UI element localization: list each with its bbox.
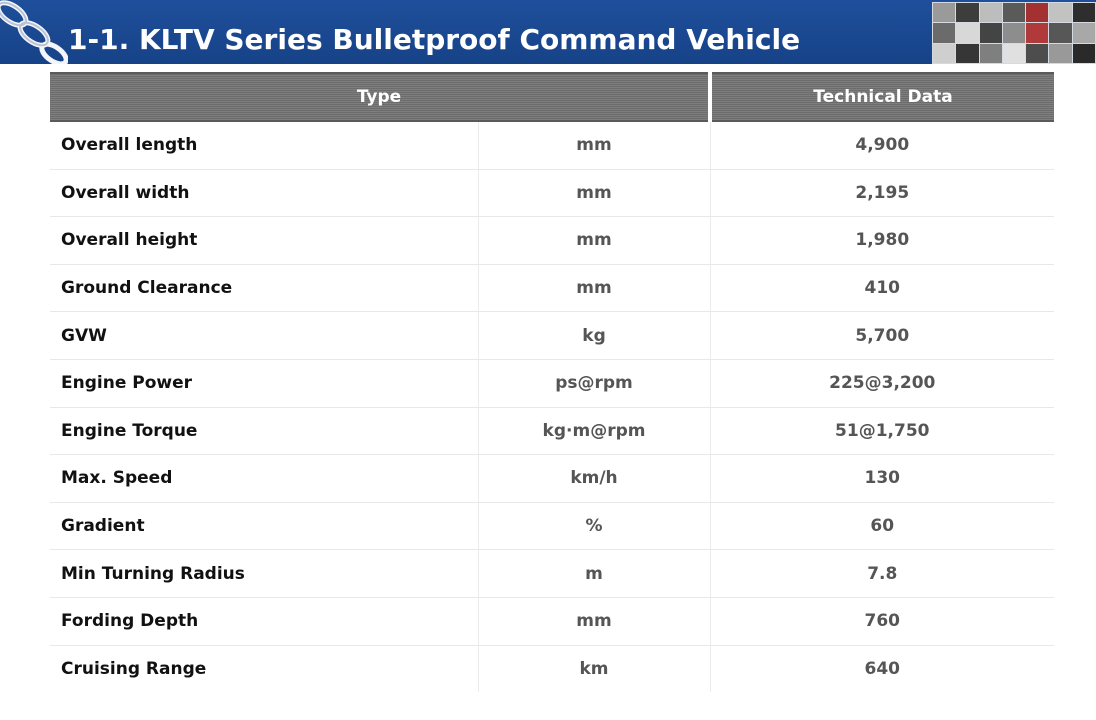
thumbnail-image <box>933 43 956 63</box>
type-column-header: Type <box>50 72 711 122</box>
spec-label: Overall width <box>50 168 478 217</box>
spec-value: 5,700 <box>709 311 1055 360</box>
spec-value: 7.8 <box>709 549 1055 598</box>
spec-value: 130 <box>709 454 1055 503</box>
spec-label: Engine Power <box>50 358 478 408</box>
thumbnail-image <box>1026 3 1049 23</box>
table-row: Overall height mm 1,980 <box>50 216 1055 265</box>
spec-value: 1,980 <box>709 216 1055 265</box>
thumbnail-image <box>1002 23 1026 43</box>
table-row: Max. Speed km/h 130 <box>50 454 1055 503</box>
chain-link-icon <box>0 0 68 64</box>
thumbnail-image <box>956 23 979 43</box>
spec-value: 4,900 <box>709 121 1055 170</box>
table-row: Ground Clearance mm 410 <box>50 263 1055 312</box>
thumbnail-image <box>1049 43 1072 63</box>
table-row: Overall length mm 4,900 <box>50 121 1055 170</box>
thumbnail-image <box>1026 23 1049 43</box>
spec-unit: mm <box>477 263 711 312</box>
spec-value: 51@1,750 <box>709 406 1055 455</box>
thumbnail-image <box>1049 23 1072 43</box>
spec-label: Gradient <box>50 501 478 550</box>
spec-value: 60 <box>709 501 1055 550</box>
spec-value: 410 <box>709 263 1055 312</box>
thumbnail-image <box>1026 43 1049 63</box>
thumbnail-image <box>1072 43 1095 63</box>
thumbnail-image <box>933 23 956 43</box>
table-row: Overall width mm 2,195 <box>50 168 1055 217</box>
spec-value: 760 <box>709 596 1055 646</box>
spec-unit: mm <box>477 168 711 217</box>
spec-label: Min Turning Radius <box>50 549 478 598</box>
spec-unit: mm <box>477 216 711 265</box>
thumbnail-image <box>1002 43 1026 63</box>
spec-label: Max. Speed <box>50 454 478 503</box>
thumbnail-image <box>979 23 1002 43</box>
thumbnail-image <box>1072 23 1095 43</box>
spec-unit: mm <box>477 596 711 646</box>
table-row: Cruising Range km 640 <box>50 644 1055 693</box>
spec-unit: kg <box>477 311 711 360</box>
thumbnail-image <box>1049 3 1072 23</box>
spec-value: 225@3,200 <box>709 358 1055 408</box>
thumbnail-image <box>979 43 1002 63</box>
spec-label: GVW <box>50 311 478 360</box>
table-row: Min Turning Radius m 7.8 <box>50 549 1055 598</box>
specs-table: Type Technical Data Overall length mm 4,… <box>50 72 1055 693</box>
spec-label: Cruising Range <box>50 644 478 693</box>
table-row: Fording Depth mm 760 <box>50 596 1055 646</box>
thumbnail-image <box>956 43 979 63</box>
spec-label: Overall length <box>61 135 198 156</box>
spec-value: 2,195 <box>709 168 1055 217</box>
spec-unit: km/h <box>477 454 711 503</box>
table-header-row: Type Technical Data <box>50 72 1055 122</box>
vehicle-photo-thumbnails <box>932 2 1096 64</box>
table-row: Gradient % 60 <box>50 501 1055 550</box>
spec-label: Overall height <box>50 216 478 265</box>
spec-unit: km <box>477 644 711 693</box>
thumbnail-image <box>1072 3 1095 23</box>
specs-table-container: Type Technical Data Overall length mm 4,… <box>50 72 1055 693</box>
title-banner: 1-1. KLTV Series Bulletproof Command Veh… <box>0 0 1096 64</box>
table-row: Engine Power ps@rpm 225@3,200 <box>50 358 1055 408</box>
spec-label: Fording Depth <box>50 596 478 646</box>
technical-data-column-header: Technical Data <box>708 72 1055 122</box>
spec-label: Ground Clearance <box>50 263 478 312</box>
spec-unit: kg·m@rpm <box>477 406 711 455</box>
thumbnail-image <box>933 3 956 23</box>
thumbnail-image <box>1002 3 1026 23</box>
thumbnail-image <box>956 3 979 23</box>
table-row: GVW kg 5,700 <box>50 311 1055 360</box>
thumbnail-image <box>979 3 1002 23</box>
spec-unit: m <box>477 549 711 598</box>
spec-value: 640 <box>709 644 1055 693</box>
spec-unit: mm <box>477 121 711 170</box>
page-title: 1-1. KLTV Series Bulletproof Command Veh… <box>68 23 801 56</box>
spec-unit: ps@rpm <box>477 358 711 408</box>
spec-label: Engine Torque <box>50 406 478 455</box>
table-row: Engine Torque kg·m@rpm 51@1,750 <box>50 406 1055 455</box>
spec-unit: % <box>477 501 711 550</box>
